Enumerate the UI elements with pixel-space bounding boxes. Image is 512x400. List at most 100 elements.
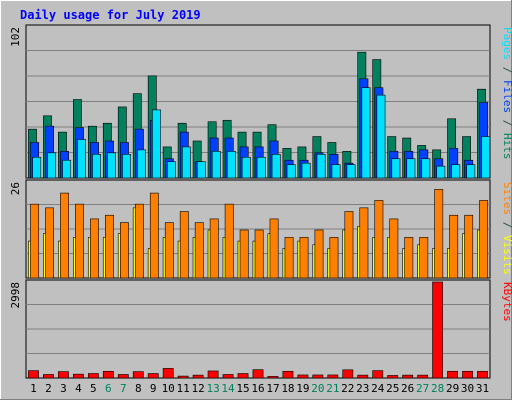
bar-kbytes-day-16 — [252, 369, 264, 379]
bar-pages-day-29 — [451, 164, 461, 179]
y-max-label-hits: 102 — [9, 27, 22, 47]
bar-sites-day-17 — [269, 218, 279, 279]
chart-title: Daily usage for July 2019 — [20, 8, 201, 22]
x-label-day-22: 22 — [341, 382, 354, 395]
x-label-day-28: 28 — [431, 382, 444, 395]
bar-sites-day-13 — [209, 218, 219, 279]
x-label-day-7: 7 — [120, 382, 127, 395]
bar-sites-day-9 — [149, 192, 159, 279]
bar-pages-day-5 — [92, 154, 101, 179]
x-label-day-24: 24 — [371, 382, 385, 395]
bar-kbytes-day-24 — [372, 370, 384, 379]
x-label-day-15: 15 — [236, 382, 249, 395]
bar-kbytes-day-18 — [282, 370, 294, 379]
bar-kbytes-day-27 — [417, 374, 429, 379]
x-label-day-2: 2 — [45, 382, 52, 395]
bar-sites-day-6 — [105, 214, 114, 279]
bar-pages-day-8 — [137, 149, 146, 179]
bar-kbytes-day-31 — [477, 370, 488, 379]
bar-pages-day-15 — [241, 156, 251, 179]
legend-segment: / — [501, 113, 512, 133]
panel-hits: 102 Pages / Files / Hits — [9, 24, 512, 179]
bar-pages-day-17 — [271, 154, 281, 179]
x-label-day-4: 4 — [75, 382, 82, 395]
bar-pages-day-20 — [316, 154, 326, 179]
bar-pages-day-24 — [376, 94, 386, 179]
x-label-day-11: 11 — [177, 382, 190, 395]
legend-segment: Visits — [501, 235, 512, 275]
y-max-label-visits: 26 — [9, 182, 22, 195]
bar-kbytes-day-26 — [402, 374, 414, 379]
bar-sites-day-14 — [224, 203, 234, 279]
legend-segment: / — [501, 215, 512, 235]
x-label-day-6: 6 — [105, 382, 112, 395]
bar-sites-day-20 — [314, 229, 324, 279]
bar-kbytes-day-15 — [237, 373, 249, 379]
x-label-day-27: 27 — [416, 382, 429, 395]
bar-pages-day-30 — [466, 164, 476, 179]
x-label-day-25: 25 — [386, 382, 399, 395]
bar-kbytes-day-8 — [132, 371, 144, 379]
bar-pages-day-21 — [331, 164, 341, 179]
bar-kbytes-day-22 — [342, 369, 354, 379]
bar-kbytes-day-17 — [267, 376, 279, 379]
bar-sites-day-21 — [329, 237, 339, 279]
bar-pages-day-23 — [361, 87, 371, 179]
legend-label-visits: Sites / Visits — [501, 182, 512, 275]
x-label-day-9: 9 — [150, 382, 157, 395]
bar-sites-day-3 — [60, 192, 69, 279]
legend-segment: Hits — [501, 133, 512, 160]
bar-pages-day-3 — [62, 159, 72, 179]
bar-kbytes-day-12 — [192, 374, 204, 379]
bar-pages-day-27 — [421, 158, 431, 179]
x-label-day-21: 21 — [326, 382, 339, 395]
bar-pages-day-26 — [406, 158, 416, 179]
x-label-day-14: 14 — [221, 382, 235, 395]
bar-kbytes-day-23 — [357, 374, 369, 379]
bar-pages-day-22 — [346, 164, 356, 179]
bar-kbytes-day-19 — [297, 374, 309, 379]
bar-pages-day-6 — [107, 152, 116, 179]
bar-kbytes-day-4 — [73, 373, 84, 379]
bar-pages-day-31 — [481, 136, 491, 179]
bar-pages-day-4 — [77, 139, 87, 179]
legend-label-hits: Pages / Files / Hits — [501, 27, 512, 160]
bar-sites-day-25 — [389, 218, 399, 279]
x-label-day-3: 3 — [60, 382, 67, 395]
bar-sites-day-8 — [134, 203, 144, 279]
x-label-day-31: 31 — [476, 382, 489, 395]
x-label-day-17: 17 — [266, 382, 279, 395]
panel-kbytes: 2998 KBytes — [9, 279, 512, 379]
x-label-day-23: 23 — [356, 382, 369, 395]
bar-sites-day-4 — [75, 203, 84, 279]
bar-pages-day-28 — [436, 165, 446, 179]
bar-kbytes-day-7 — [117, 374, 129, 379]
bar-pages-day-11 — [181, 146, 191, 179]
bar-kbytes-day-29 — [447, 370, 458, 379]
bar-sites-day-5 — [90, 218, 99, 279]
x-label-day-16: 16 — [251, 382, 264, 395]
bar-kbytes-day-5 — [87, 373, 99, 379]
legend-segment: Pages — [501, 27, 512, 60]
bar-sites-day-22 — [344, 211, 354, 279]
bar-pages-day-12 — [196, 161, 206, 179]
bar-sites-day-11 — [179, 211, 189, 279]
bar-kbytes-day-11 — [177, 375, 189, 379]
bar-pages-day-10 — [167, 161, 176, 179]
bar-sites-day-29 — [449, 214, 459, 279]
bar-sites-day-30 — [464, 214, 474, 279]
bar-kbytes-day-14 — [222, 374, 234, 379]
x-axis-labels: 1 2 3 4 5 6 7 8 9 10 11 12 13 14 15 16 17 18 19 20 21 22 23 24 2… — [30, 382, 489, 395]
bar-sites-day-7 — [120, 222, 129, 279]
bar-kbytes-day-9 — [147, 373, 159, 379]
x-label-day-30: 30 — [461, 382, 474, 395]
bar-pages-day-14 — [226, 151, 236, 179]
bar-sites-day-28 — [434, 189, 444, 279]
bar-pages-day-19 — [301, 162, 311, 179]
panel-visits: 26 Sites / Visits — [9, 179, 512, 279]
x-label-day-19: 19 — [296, 382, 309, 395]
x-label-day-20: 20 — [311, 382, 324, 395]
bar-kbytes-day-3 — [58, 371, 69, 379]
bar-sites-day-15 — [239, 229, 249, 279]
